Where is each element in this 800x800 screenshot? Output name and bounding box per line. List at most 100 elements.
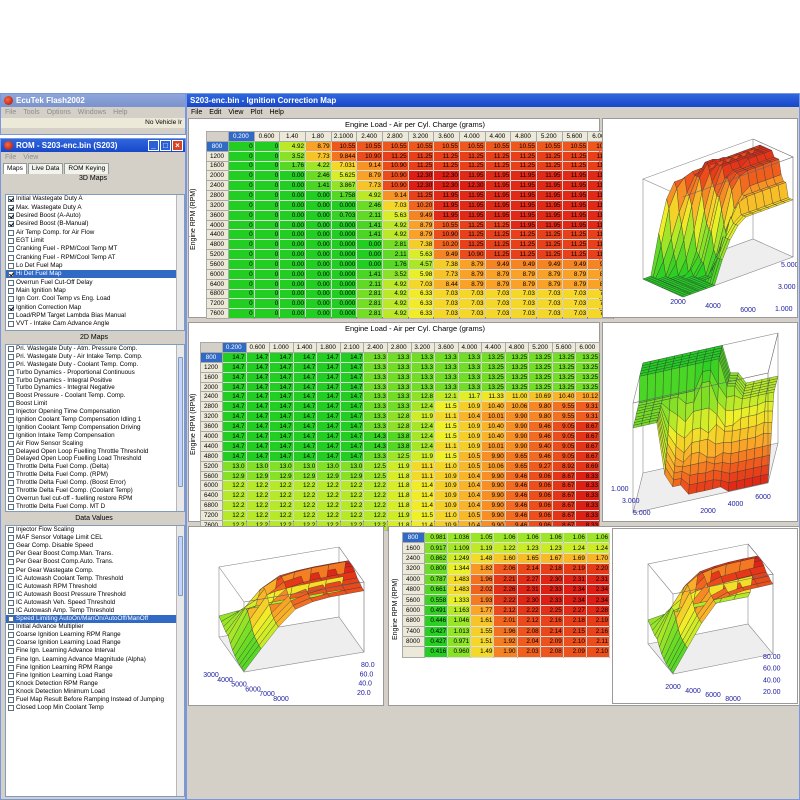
table-cell[interactable]: 1.06 bbox=[517, 532, 541, 544]
table-cell[interactable]: 12.5 bbox=[387, 451, 412, 462]
table-cell[interactable]: 0.00 bbox=[305, 289, 332, 300]
checkbox[interactable] bbox=[8, 409, 14, 416]
table-cell[interactable]: 2.25 bbox=[540, 605, 564, 617]
table-cell[interactable]: 7.03 bbox=[536, 289, 563, 300]
table-cell[interactable]: 12.5 bbox=[363, 461, 388, 472]
table-cell[interactable]: 0.862 bbox=[424, 553, 449, 565]
table-cell[interactable]: 1.41 bbox=[305, 180, 332, 192]
column-header[interactable]: 3.600 bbox=[434, 342, 459, 353]
table-cell[interactable]: 7.03 bbox=[510, 289, 537, 300]
table-cell[interactable]: 9.46 bbox=[505, 500, 530, 512]
table-cell[interactable]: 0 bbox=[254, 259, 281, 270]
table-cell[interactable]: 8.67 bbox=[552, 471, 577, 482]
row-header[interactable]: 2400 bbox=[206, 180, 229, 192]
table-cell[interactable]: 0.661 bbox=[424, 584, 449, 596]
table-cell[interactable]: 13.3 bbox=[434, 362, 459, 373]
table-cell[interactable]: 1.61 bbox=[470, 615, 495, 627]
list-item[interactable]: Main Ignition Map bbox=[6, 287, 184, 295]
table-cell[interactable]: 13.25 bbox=[528, 372, 553, 383]
table-cell[interactable]: 8.79 bbox=[510, 279, 537, 290]
list-item[interactable]: Fuel Map Result Before Ramping Instead o… bbox=[6, 696, 184, 704]
table-cell[interactable]: 14.7 bbox=[269, 451, 294, 462]
row-header[interactable]: 2400 bbox=[402, 552, 425, 565]
list-item[interactable]: Knock Detection Minimum Load bbox=[6, 688, 184, 696]
table-cell[interactable]: 14.7 bbox=[293, 411, 318, 423]
table-cell[interactable]: 0 bbox=[254, 141, 281, 152]
table-cell[interactable]: 0 bbox=[228, 229, 255, 241]
table-cell[interactable]: 0 bbox=[254, 200, 281, 211]
row-header[interactable]: 1600 bbox=[206, 160, 229, 172]
rom-menu-file[interactable]: File bbox=[5, 154, 17, 161]
list-item[interactable]: EGT Limit bbox=[6, 237, 184, 245]
row-header[interactable]: 2000 bbox=[200, 381, 223, 393]
table-cell[interactable]: 9.31 bbox=[575, 411, 600, 423]
row-header[interactable]: 7400 bbox=[402, 625, 425, 637]
table-cell[interactable]: 9.55 bbox=[552, 411, 577, 423]
checkbox[interactable] bbox=[8, 393, 14, 400]
table-cell[interactable]: 14.7 bbox=[316, 382, 341, 393]
row-header[interactable]: 4000 bbox=[200, 431, 223, 442]
table-cell[interactable]: 10.55 bbox=[356, 141, 383, 152]
table-cell[interactable]: 0.00 bbox=[305, 190, 332, 201]
map-menu-file[interactable]: File bbox=[191, 109, 203, 116]
table-cell[interactable]: 10.4 bbox=[458, 490, 483, 502]
table-cell[interactable]: 8.67 bbox=[552, 490, 577, 502]
checkbox[interactable] bbox=[8, 440, 14, 447]
tab-live-data[interactable]: Live Data bbox=[27, 163, 64, 174]
checkbox[interactable] bbox=[8, 221, 14, 228]
table-cell[interactable]: 2.03 bbox=[517, 646, 541, 658]
table-cell[interactable]: 8.67 bbox=[552, 510, 577, 522]
table-cell[interactable]: 0 bbox=[254, 249, 281, 260]
table-cell[interactable]: 10.5 bbox=[458, 461, 483, 472]
table-cell[interactable]: 11.25 bbox=[485, 161, 512, 172]
table-cell[interactable]: 8.33 bbox=[575, 471, 600, 482]
table-cell[interactable]: 11.95 bbox=[536, 190, 563, 201]
table-cell[interactable]: 14.7 bbox=[316, 352, 341, 363]
table-cell[interactable]: 2.34 bbox=[586, 594, 611, 606]
row-header[interactable]: 6800 bbox=[200, 500, 223, 512]
table-cell[interactable]: 1.92 bbox=[493, 636, 518, 648]
table-cell[interactable]: 9.46 bbox=[505, 510, 530, 522]
column-header[interactable]: 5.600 bbox=[551, 342, 577, 353]
map-titlebar[interactable]: S203-enc.bin - Ignition Correction Map bbox=[187, 94, 799, 107]
table-cell[interactable]: 14.7 bbox=[340, 352, 365, 363]
table-cell[interactable]: 9.80 bbox=[528, 411, 553, 423]
checkbox[interactable] bbox=[8, 472, 14, 479]
table-cell[interactable]: 0.00 bbox=[279, 229, 306, 241]
table-cell[interactable]: 2.31 bbox=[563, 574, 587, 585]
checkbox[interactable] bbox=[8, 424, 14, 431]
table-cell[interactable]: 2.15 bbox=[563, 626, 587, 637]
table-cell[interactable]: 0.000 bbox=[331, 200, 358, 211]
table-cell[interactable]: 11.25 bbox=[536, 229, 563, 241]
table-cell[interactable]: 11.95 bbox=[433, 210, 460, 221]
table-cell[interactable]: 11.25 bbox=[459, 229, 486, 241]
table-cell[interactable]: 14.3 bbox=[363, 441, 388, 452]
table-cell[interactable]: 13.0 bbox=[293, 461, 318, 472]
table-cell[interactable]: 0.416 bbox=[424, 646, 449, 658]
table-cell[interactable]: 10.40 bbox=[481, 421, 506, 433]
table-cell[interactable]: 11.8 bbox=[387, 471, 412, 482]
table-cell[interactable]: 7.03 bbox=[562, 308, 589, 320]
values-scrollbar[interactable] bbox=[176, 526, 184, 796]
table-cell[interactable]: 12.9 bbox=[293, 471, 318, 482]
table-cell[interactable]: 13.3 bbox=[387, 401, 412, 413]
row-header[interactable]: 3600 bbox=[200, 421, 223, 433]
table-cell[interactable]: 2.11 bbox=[586, 636, 611, 648]
list-item[interactable]: Injector Flow Scaling bbox=[6, 526, 184, 534]
table-cell[interactable]: 12.2 bbox=[363, 490, 388, 502]
table-cell[interactable]: 13.3 bbox=[363, 411, 388, 423]
table-cell[interactable]: 0.00 bbox=[279, 249, 306, 260]
checkbox[interactable] bbox=[8, 377, 14, 384]
row-header[interactable]: 3200 bbox=[206, 199, 229, 211]
table-cell[interactable]: 1.06 bbox=[493, 532, 518, 544]
table-cell[interactable]: 0.800 bbox=[424, 563, 449, 575]
table-cell[interactable]: 11.95 bbox=[536, 220, 563, 231]
table-cell[interactable]: 13.3 bbox=[411, 372, 436, 383]
table-cell[interactable]: 1.163 bbox=[447, 605, 472, 617]
table-cell[interactable]: 0.000 bbox=[331, 298, 358, 310]
table-cell[interactable]: 13.3 bbox=[387, 352, 412, 363]
table-cell[interactable]: 0.000 bbox=[331, 229, 358, 241]
checkbox[interactable] bbox=[8, 416, 14, 423]
table-cell[interactable]: 10.9 bbox=[458, 401, 483, 413]
table-cell[interactable]: 0.00 bbox=[279, 220, 306, 231]
